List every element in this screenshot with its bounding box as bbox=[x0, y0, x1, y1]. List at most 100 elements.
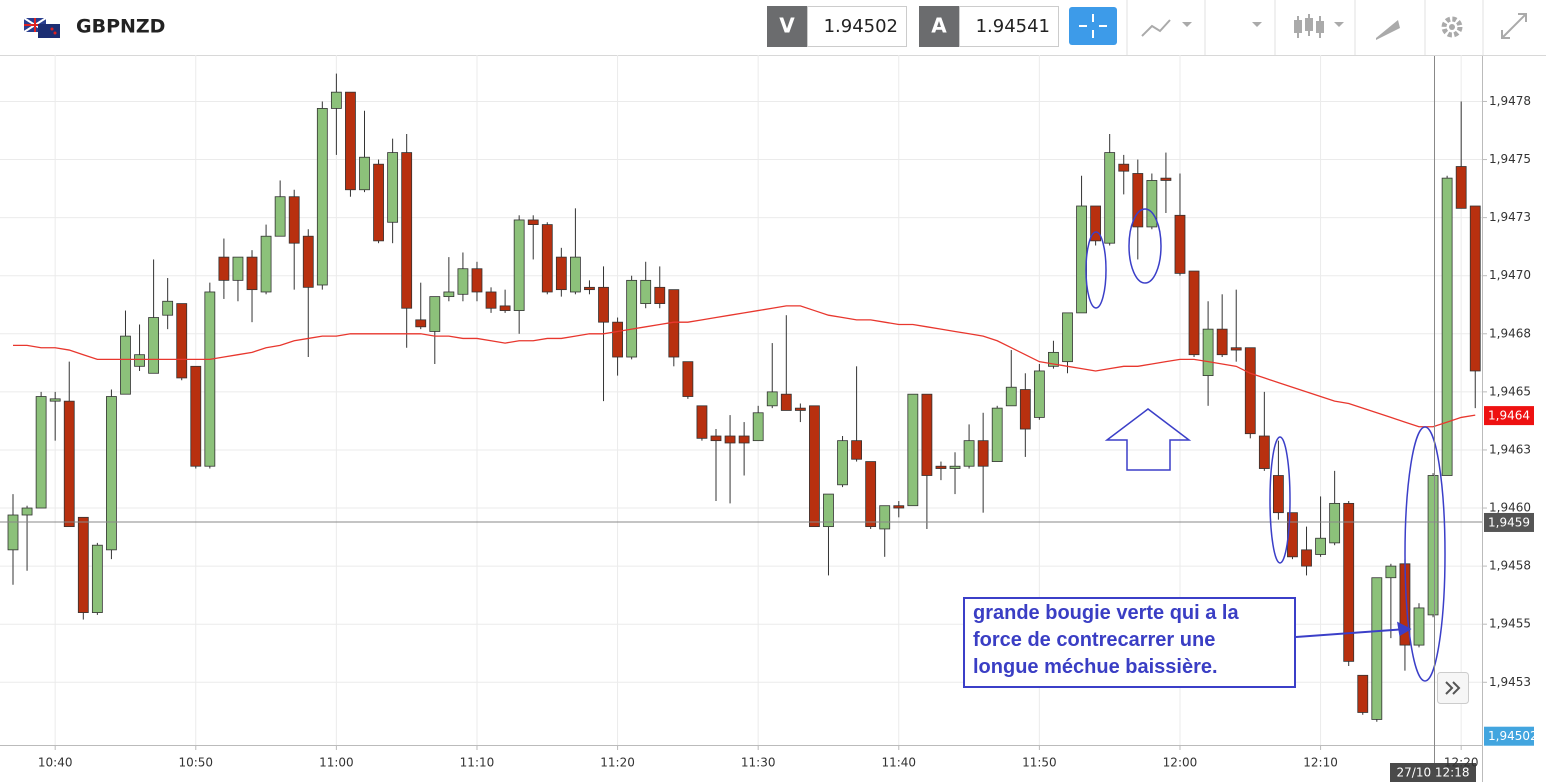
candle-body bbox=[921, 393, 933, 476]
y-tick-label: 1,9470 bbox=[1489, 268, 1531, 282]
candle-body bbox=[809, 405, 820, 528]
candle-body bbox=[949, 465, 961, 469]
candle-body bbox=[316, 108, 328, 286]
candle-body bbox=[837, 440, 848, 486]
y-tick-label: 1,9455 bbox=[1489, 617, 1531, 631]
candle-body bbox=[907, 393, 919, 507]
bid-price: 1.94502 bbox=[824, 16, 898, 37]
candle-body bbox=[626, 279, 638, 358]
candle-body bbox=[710, 435, 722, 442]
ma-price: 1,9464 bbox=[1488, 409, 1530, 423]
bid-button[interactable] bbox=[767, 6, 807, 47]
ask-label: A bbox=[931, 14, 947, 38]
candle-body bbox=[682, 361, 694, 397]
candle-body bbox=[654, 286, 666, 304]
candle-body bbox=[274, 196, 286, 237]
candle-body bbox=[1202, 328, 1214, 377]
annotation-shapes bbox=[1085, 208, 1446, 682]
y-tick-label: 1,9465 bbox=[1489, 384, 1531, 398]
candle-body bbox=[1132, 173, 1144, 228]
candle-body bbox=[21, 507, 33, 516]
candle-body bbox=[780, 393, 792, 411]
candle-body bbox=[429, 296, 441, 332]
candle-body bbox=[1469, 205, 1481, 372]
candle-body bbox=[555, 256, 567, 291]
candle-body bbox=[387, 152, 399, 223]
candle-body bbox=[232, 256, 244, 281]
candle-body bbox=[443, 291, 455, 298]
candle-body bbox=[1146, 180, 1158, 228]
candle-body bbox=[1104, 152, 1116, 244]
x-tick-label: 11:00 bbox=[319, 756, 354, 770]
candle-body bbox=[1357, 674, 1369, 713]
candle-body bbox=[1441, 177, 1453, 476]
candle-body bbox=[148, 317, 160, 374]
candle-body bbox=[134, 354, 145, 367]
crosshair-time-box bbox=[1390, 763, 1476, 782]
candle-body bbox=[935, 465, 947, 469]
candle-body bbox=[7, 514, 19, 551]
candle-body bbox=[794, 407, 806, 411]
crosshair-button[interactable] bbox=[1069, 7, 1117, 45]
annotation-text: grande bougie verte qui a la bbox=[973, 602, 1239, 624]
crosshair-icon bbox=[1079, 14, 1107, 38]
candle-body bbox=[1090, 205, 1102, 242]
candle-body bbox=[1343, 502, 1355, 662]
candle-body bbox=[63, 400, 75, 528]
candle-body bbox=[373, 163, 384, 242]
candle-body bbox=[1118, 163, 1130, 172]
candle-body bbox=[541, 224, 553, 293]
candle-body bbox=[612, 321, 623, 358]
bid-box[interactable] bbox=[807, 6, 907, 47]
candle-body bbox=[752, 412, 764, 442]
candle-body bbox=[1076, 205, 1087, 314]
ask-button[interactable] bbox=[919, 6, 959, 47]
ask-box[interactable] bbox=[959, 6, 1059, 47]
candle-body bbox=[246, 256, 258, 291]
candle-body bbox=[893, 505, 905, 509]
y-tick-label: 1,9468 bbox=[1489, 326, 1531, 340]
annotation-text: longue méchue baissière. bbox=[973, 656, 1218, 678]
y-tick-label: 1,9478 bbox=[1489, 94, 1531, 108]
candle-body bbox=[1188, 270, 1200, 356]
candle-body bbox=[1455, 166, 1467, 209]
candle-body bbox=[1019, 389, 1031, 430]
candle-body bbox=[640, 279, 652, 304]
x-tick-label: 11:10 bbox=[460, 756, 495, 770]
candle-body bbox=[330, 91, 342, 109]
scroll-icon bbox=[1445, 681, 1461, 695]
y-tick-label: 1,9475 bbox=[1489, 152, 1531, 166]
candle-body bbox=[120, 335, 131, 395]
candle-body bbox=[823, 493, 834, 528]
annotation-box bbox=[963, 597, 1296, 688]
candle-body bbox=[1244, 347, 1256, 435]
candle-body bbox=[260, 235, 272, 293]
ma-price-box bbox=[1484, 406, 1534, 426]
last-price-box bbox=[1484, 726, 1534, 746]
candle-body bbox=[345, 91, 356, 191]
x-tick-label: 10:40 bbox=[38, 756, 73, 770]
candle-body bbox=[1216, 328, 1228, 356]
candle-body bbox=[1062, 312, 1073, 363]
candle-body bbox=[963, 440, 975, 467]
candle-body bbox=[1301, 549, 1312, 567]
candle-body bbox=[415, 319, 427, 328]
x-tick-label: 10:50 bbox=[178, 756, 213, 770]
toolbar-icons[interactable] bbox=[1141, 13, 1527, 40]
crosshair-price: 1,9459 bbox=[1488, 515, 1530, 529]
candle-body bbox=[1427, 475, 1439, 616]
ask-price: 1.94541 bbox=[976, 16, 1050, 37]
candle-body bbox=[1273, 475, 1284, 514]
candle-body bbox=[91, 544, 103, 613]
candle-body bbox=[35, 396, 47, 509]
bid-label: V bbox=[779, 14, 795, 38]
x-tick-label: 11:20 bbox=[600, 756, 635, 770]
grid bbox=[0, 55, 1487, 750]
candle-body bbox=[302, 235, 314, 288]
candle-body bbox=[513, 219, 525, 311]
candle-body bbox=[1287, 512, 1298, 558]
x-tick-label: 11:50 bbox=[1022, 756, 1057, 770]
x-tick-label: 11:30 bbox=[741, 756, 776, 770]
candle-body bbox=[598, 286, 609, 323]
